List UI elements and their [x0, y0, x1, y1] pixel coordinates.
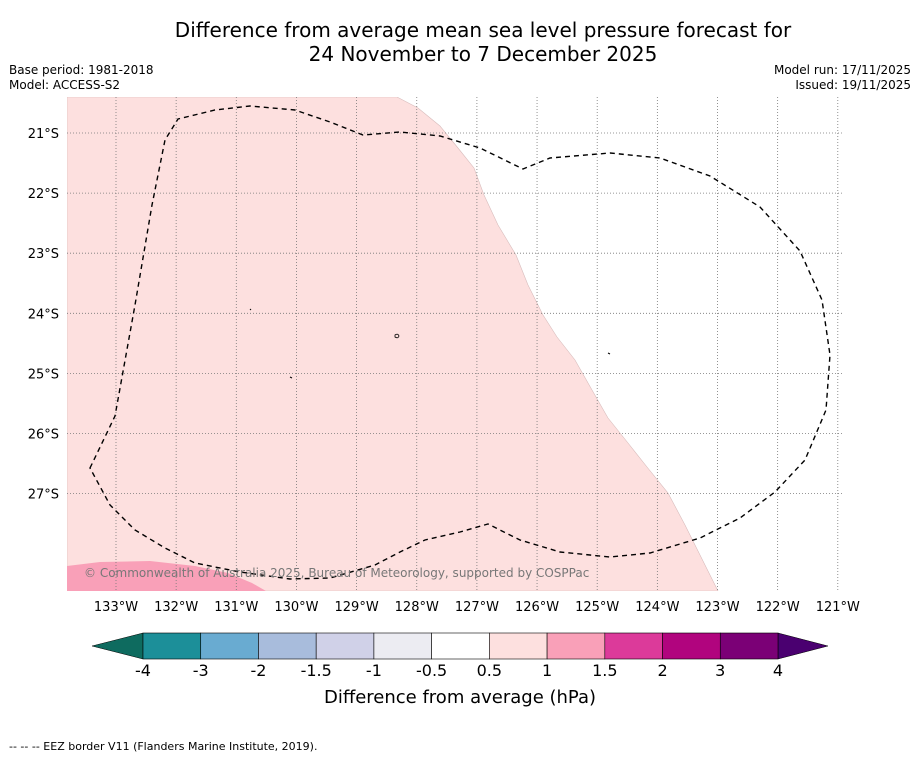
eez-note: -- -- -- EEZ border V11 (Flanders Marine…	[9, 740, 318, 753]
colorbar-label: -4	[135, 661, 151, 680]
colorbar-label: -3	[193, 661, 209, 680]
map-title: Difference from average mean sea level p…	[0, 18, 919, 66]
colorbar-label: 0.5	[477, 661, 502, 680]
longitude-label: 129°W	[335, 600, 379, 615]
map-area: © Commonwealth of Australia 2025, Bureau…	[67, 97, 843, 591]
colorbar-cell	[315, 632, 375, 660]
colorbar-label: 1	[542, 661, 552, 680]
latitude-label: 26°S	[28, 428, 59, 443]
title-line-1: Difference from average mean sea level p…	[174, 18, 792, 42]
longitude-label: 130°W	[274, 600, 318, 615]
colorbar-label: 3	[715, 661, 725, 680]
colorbar-cell	[546, 632, 606, 660]
longitude-label: 128°W	[395, 600, 439, 615]
longitude-label: 122°W	[756, 600, 800, 615]
colorbar-cell	[662, 632, 721, 660]
model-run-text: Model run: 17/11/2025	[773, 63, 911, 77]
longitude-label: 126°W	[515, 600, 559, 615]
colorbar-cell	[604, 632, 663, 660]
latitude-label: 22°S	[28, 187, 59, 202]
contour-speck	[289, 376, 293, 379]
latitude-label: 27°S	[28, 488, 59, 503]
longitude-label: 127°W	[455, 600, 499, 615]
longitude-label: 124°W	[635, 600, 679, 615]
longitude-label: 132°W	[154, 600, 198, 615]
colorbar-label: 4	[773, 661, 783, 680]
colorbar-cell	[258, 632, 317, 660]
longitude-label: 125°W	[575, 600, 619, 615]
colorbar-cell	[142, 632, 202, 660]
anomaly-region-light	[67, 97, 719, 591]
colorbar-cells	[142, 632, 779, 660]
colorbar-label: 1.5	[592, 661, 617, 680]
colorbar-label: 2	[657, 661, 667, 680]
latitude-label: 21°S	[28, 127, 59, 142]
colorbar-title: Difference from average (hPa)	[324, 687, 596, 708]
colorbar-label: -1.5	[301, 661, 332, 680]
longitude-label: 133°W	[94, 600, 138, 615]
longitude-labels: 133°W 132°W 131°W 130°W 129°W 128°W 127°W 126°W…	[94, 600, 860, 615]
colorbar-cell	[719, 632, 779, 660]
contour-speck	[249, 308, 252, 311]
colorbar-over-arrow	[777, 632, 829, 660]
anomaly-region-dark	[67, 561, 266, 591]
colorbar-under-arrow	[91, 632, 144, 660]
longitude-label: 123°W	[695, 600, 739, 615]
colorbar-label: -0.5	[416, 661, 447, 680]
colorbar-cell	[489, 632, 548, 660]
longitude-label: 121°W	[816, 600, 860, 615]
colorbar-label: -1	[366, 661, 382, 680]
meta-right: Model run: 17/11/2025 Issued: 19/11/2025	[774, 63, 911, 93]
copyright-text: © Commonwealth of Australia 2025, Bureau…	[84, 566, 589, 580]
colorbar-label: -2	[250, 661, 266, 680]
colorbar-cell	[200, 632, 259, 660]
longitude-label: 131°W	[214, 600, 258, 615]
base-period-text: Base period: 1981-2018	[9, 63, 154, 77]
colorbar-cell	[431, 632, 490, 660]
model-text: Model: ACCESS-S2	[9, 78, 121, 92]
latitude-label: 23°S	[28, 247, 59, 262]
meta-left: Base period: 1981-2018 Model: ACCESS-S2	[9, 63, 154, 93]
contour-speck	[607, 352, 611, 355]
colorbar-labels: -4 -3 -2 -1.5 -1 -0.5 0.5 1 1.5 2 3 4	[135, 661, 783, 680]
eez-border	[89, 105, 831, 580]
colorbar: -4 -3 -2 -1.5 -1 -0.5 0.5 1 1.5 2 3 4 Difference fr…	[91, 632, 829, 708]
title-line-2: 24 November to 7 December 2025	[308, 42, 658, 66]
contour-speck	[394, 333, 400, 339]
issued-text: Issued: 19/11/2025	[795, 78, 911, 92]
colorbar-cell	[373, 632, 432, 660]
latitude-labels: 21°S 22°S 23°S 24°S 25°S 26°S 27°S	[28, 127, 59, 503]
latitude-label: 24°S	[28, 307, 59, 322]
gridlines	[67, 97, 843, 591]
latitude-label: 25°S	[28, 367, 59, 382]
